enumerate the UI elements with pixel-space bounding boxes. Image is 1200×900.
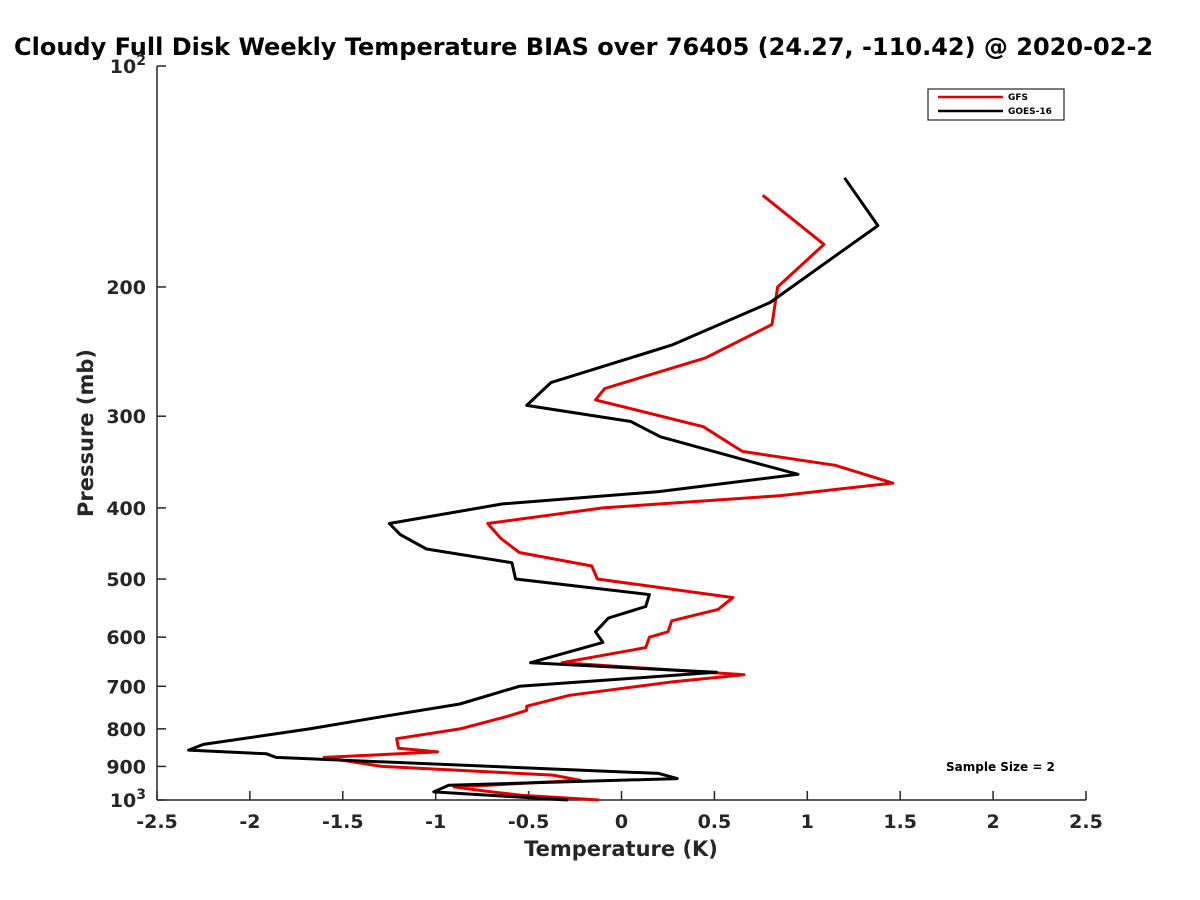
x-tick-label: -1.5	[322, 811, 364, 833]
x-tick-label: -2	[239, 811, 260, 833]
chart-title: Cloudy Full Disk Weekly Temperature BIAS…	[14, 33, 1153, 61]
y-tick-exponent: 2	[136, 53, 146, 69]
y-tick-label: 400	[106, 498, 146, 520]
y-tick-base: 10	[110, 56, 136, 78]
x-tick-label: 0	[615, 811, 628, 833]
y-tick-exponent: 3	[136, 787, 146, 803]
legend-label: GOES-16	[1008, 107, 1052, 117]
x-tick-label: -2.5	[136, 811, 178, 833]
y-tick-label: 500	[106, 569, 146, 591]
y-tick-label: 900	[106, 756, 146, 778]
x-tick-label: 1	[801, 811, 814, 833]
x-tick-label: 0.5	[698, 811, 732, 833]
y-tick-base: 900	[106, 756, 146, 778]
y-tick-base: 300	[106, 406, 146, 428]
y-tick-label: 600	[106, 627, 146, 649]
x-tick-label: 1.5	[883, 811, 917, 833]
series-line-gfs	[322, 194, 895, 802]
y-tick-base: 200	[106, 277, 146, 299]
x-tick-label: -1	[425, 811, 446, 833]
y-tick-label: 103	[110, 787, 146, 812]
series-line-goes-16	[187, 176, 880, 802]
y-tick-base: 10	[110, 790, 136, 812]
y-tick-label: 800	[106, 719, 146, 741]
y-tick-base: 500	[106, 569, 146, 591]
x-axis-label: Temperature (K)	[524, 837, 718, 861]
legend-box	[927, 88, 1065, 121]
y-tick-label: 700	[106, 676, 146, 698]
legend-label: GFS	[1008, 93, 1028, 103]
y-tick-label: 200	[106, 277, 146, 299]
x-tick-label: 2.5	[1069, 811, 1103, 833]
y-tick-base: 400	[106, 498, 146, 520]
y-tick-label: 102	[110, 53, 146, 78]
y-axis-label: Pressure (mb)	[74, 349, 98, 517]
x-tick-label: -0.5	[508, 811, 550, 833]
y-tick-base: 800	[106, 719, 146, 741]
y-tick-base: 700	[106, 676, 146, 698]
y-tick-base: 600	[106, 627, 146, 649]
sample-size-annotation: Sample Size = 2	[946, 760, 1055, 774]
y-tick-label: 300	[106, 406, 146, 428]
x-ticks: -2.5 -2 -1.5 -1 -0.5 0 0.5 1 1.5 2 2.5	[136, 791, 1103, 833]
legend: GFS GOES-16	[927, 88, 1065, 121]
x-tick-label: 2	[986, 811, 999, 833]
series-lines	[187, 176, 895, 802]
